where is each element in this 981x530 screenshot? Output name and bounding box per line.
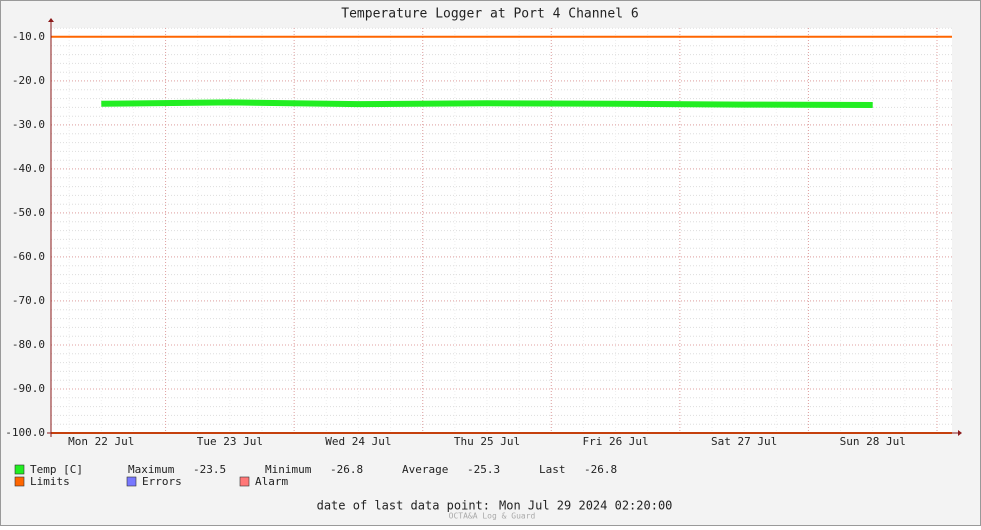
y-tick-label: -70.0 [12, 294, 45, 307]
y-tick-label: -100.0 [5, 426, 45, 439]
x-tick-label: Thu 25 Jul [454, 435, 520, 448]
legend-swatch [14, 476, 25, 487]
y-tick-label: -30.0 [12, 118, 45, 131]
legend-label: Errors [142, 475, 182, 488]
footer-value: Mon Jul 29 2024 02:20:00 [499, 499, 672, 513]
y-tick-label: -90.0 [12, 382, 45, 395]
arrow [958, 430, 962, 436]
x-tick-label: Sat 27 Jul [711, 435, 777, 448]
x-tick-label: Tue 23 Jul [197, 435, 263, 448]
legend-label: Temp [C] [30, 463, 83, 476]
legend-swatch [239, 476, 250, 487]
stat-label: Average [402, 463, 448, 476]
arrow [48, 18, 54, 22]
x-tick-label: Fri 26 Jul [582, 435, 648, 448]
stat-label: Maximum [128, 463, 175, 476]
legend-swatch [14, 464, 25, 475]
y-tick-label: -80.0 [12, 338, 45, 351]
y-tick-label: -40.0 [12, 162, 45, 175]
stat-value: -25.3 [467, 463, 500, 476]
legend-label: Limits [30, 475, 70, 488]
watermark: OCTA&A Log & Guard [449, 512, 536, 521]
stat-value: -26.8 [330, 463, 363, 476]
y-tick-label: -50.0 [12, 206, 45, 219]
x-tick-label: Wed 24 Jul [325, 435, 391, 448]
stat-label: Last [539, 463, 566, 476]
stat-value: -23.5 [193, 463, 226, 476]
x-tick-label: Mon 22 Jul [68, 435, 134, 448]
y-tick-label: -20.0 [12, 74, 45, 87]
legend-label: Alarm [255, 475, 288, 488]
footer-label: date of last data point: [317, 499, 490, 513]
y-tick-label: -10.0 [12, 30, 45, 43]
series-line [101, 99, 873, 109]
x-tick-label: Sun 28 Jul [840, 435, 906, 448]
legend-swatch [126, 476, 137, 487]
stat-label: Minimum [265, 463, 312, 476]
stat-value: -26.8 [584, 463, 617, 476]
y-tick-label: -60.0 [12, 250, 45, 263]
chart-title: Temperature Logger at Port 4 Channel 6 [341, 7, 638, 22]
